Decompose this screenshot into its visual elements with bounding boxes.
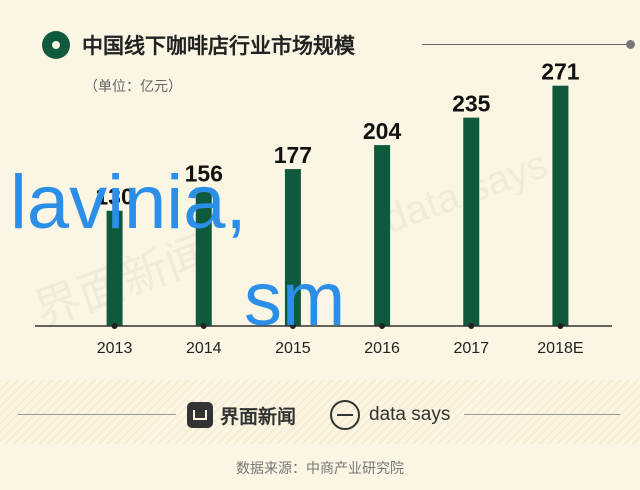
- bars-group: 130 156 177 204 235 271: [95, 59, 580, 326]
- tick-label-2016: 2016: [364, 340, 400, 357]
- value-label-2016: 204: [363, 118, 402, 144]
- tick-mark-2016: [379, 323, 386, 329]
- unit-label: （单位：亿元）: [84, 79, 182, 95]
- tick-mark-2017: [468, 323, 475, 329]
- jiemian-logo-icon: [187, 402, 213, 428]
- tick-label-2015: 2015: [275, 340, 311, 357]
- value-label-2017: 235: [452, 91, 491, 117]
- value-label-2014: 156: [185, 161, 223, 187]
- tick-mark-2013: [111, 323, 118, 329]
- chart-header: 中国线下咖啡店行业市场规模: [42, 28, 635, 62]
- value-label-2015: 177: [274, 142, 312, 168]
- bar-2017: [463, 117, 480, 326]
- bar-2015: [284, 169, 301, 326]
- tick-mark-2015: [289, 323, 296, 329]
- footer-band: [0, 380, 640, 444]
- title-divider-dot-icon: [626, 40, 635, 49]
- tick-mark-2018E: [557, 323, 564, 329]
- bar-2013: [106, 210, 123, 326]
- brand-datasays: data says: [369, 404, 451, 425]
- overlay-text-line2: sm: [244, 257, 346, 342]
- overlay-text-line1: lavinia,: [10, 160, 247, 245]
- data-source: 数据来源：中商产业研究院: [236, 461, 404, 477]
- title-divider-line: [422, 44, 628, 45]
- tick-mark-2014: [200, 323, 207, 329]
- x-axis-ticks-group: 2013 2014 2015 2016 2017 2018E: [97, 323, 584, 357]
- tick-label-2013: 2013: [97, 340, 133, 357]
- bar-2014: [195, 187, 212, 326]
- tick-label-2014: 2014: [186, 340, 222, 357]
- tick-label-2018E: 2018E: [537, 340, 583, 357]
- value-label-2013: 130: [95, 184, 133, 210]
- footer-divider-right: [464, 414, 620, 415]
- title-bullet-icon: [42, 31, 70, 59]
- value-label-2018E: 271: [541, 59, 580, 85]
- footer-divider-left: [18, 414, 176, 415]
- bar-2018E: [552, 85, 569, 326]
- brand-jiemian: 界面新闻: [220, 406, 297, 428]
- chart-title: 中国线下咖啡店行业市场规模: [82, 34, 355, 58]
- datasays-logo-icon: [330, 400, 360, 430]
- bar-2016: [374, 145, 391, 326]
- tick-label-2017: 2017: [453, 340, 489, 357]
